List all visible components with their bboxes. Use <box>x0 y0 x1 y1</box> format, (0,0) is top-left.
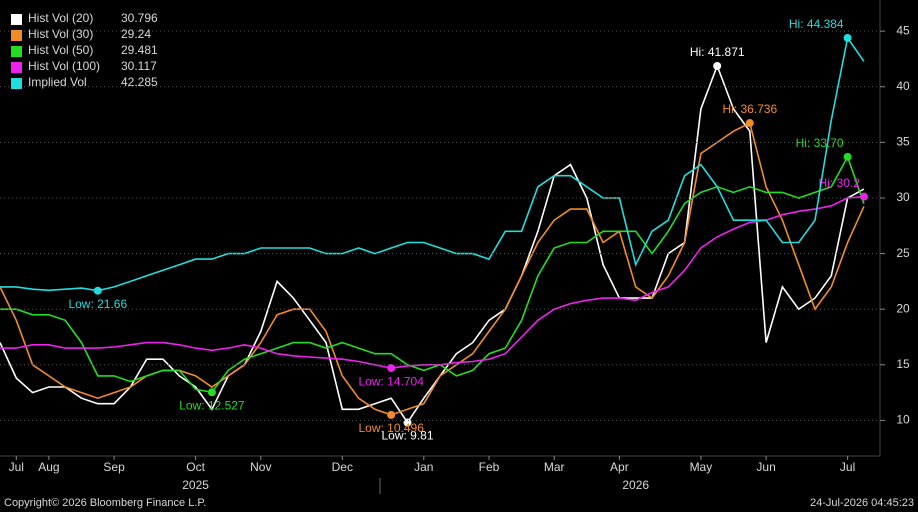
high-label: Hi: 36.736 <box>722 102 777 116</box>
x-tick-label: Aug <box>38 460 59 474</box>
extreme-marker <box>843 152 852 161</box>
extreme-marker <box>387 410 396 419</box>
legend-value: 29.24 <box>121 27 151 41</box>
plot-area: Hi: 41.871 Low: 9.81 Hi: 36.736 Low: 10.496… <box>0 17 868 443</box>
y-tick-label: 30 <box>896 190 910 204</box>
high-label: Hi: 33.70 <box>796 136 844 150</box>
legend-label: Hist Vol (20) <box>28 11 93 25</box>
high-label: Hi: 44.384 <box>789 17 844 31</box>
extreme-marker <box>745 119 754 128</box>
x-tick-label: Nov <box>250 460 271 474</box>
x-tick-label: Mar <box>544 460 565 474</box>
year-label: 2026 <box>622 478 649 492</box>
x-tick-label: Feb <box>479 460 500 474</box>
x-tick-label: Sep <box>103 460 125 474</box>
legend-value: 29.481 <box>121 43 158 57</box>
legend-label: Implied Vol <box>28 75 87 89</box>
legend-swatch <box>11 62 22 73</box>
extreme-marker <box>207 388 216 397</box>
y-tick-label: 45 <box>896 23 910 37</box>
legend-value: 30.117 <box>121 59 157 73</box>
x-tick-label: Jun <box>756 460 775 474</box>
y-tick-label: 35 <box>896 135 910 149</box>
x-tick-label: Jul <box>840 460 855 474</box>
low-label: Low: 12.527 <box>179 398 245 412</box>
low-label: Low: 9.81 <box>381 429 433 443</box>
high-label: Hi: 41.871 <box>690 45 745 59</box>
series-line <box>0 154 865 394</box>
copyright: Copyright© 2026 Bloomberg Finance L.P. <box>4 497 206 509</box>
series-line <box>0 36 865 292</box>
legend-swatch <box>11 46 22 57</box>
y-tick-label: 20 <box>896 301 910 315</box>
extreme-marker <box>403 418 412 427</box>
x-tick-label: Jul <box>9 460 24 474</box>
legend-value: 30.796 <box>121 11 158 25</box>
legend-swatch <box>11 30 22 41</box>
legend-label: Hist Vol (30) <box>28 27 93 41</box>
y-tick-label: 15 <box>896 357 910 371</box>
legend-label: Hist Vol (50) <box>28 43 93 57</box>
low-label: Low: 10.496 <box>359 421 425 435</box>
extreme-marker <box>713 61 722 70</box>
timestamp: 24-Jul-2026 04:45:23 <box>810 497 914 509</box>
extreme-marker <box>843 33 852 42</box>
extreme-marker <box>387 364 396 373</box>
y-tick-label: 25 <box>896 246 910 260</box>
y-tick-label: 40 <box>896 79 910 93</box>
x-tick-label: May <box>690 460 713 474</box>
x-tick-label: Dec <box>332 460 353 474</box>
series-line <box>0 63 865 424</box>
legend-swatch <box>11 14 22 25</box>
low-label: Low: 14.704 <box>359 374 425 388</box>
year-label: 2025 <box>182 478 209 492</box>
low-label: Low: 21.66 <box>68 297 127 311</box>
y-tick-label: 10 <box>896 413 910 427</box>
x-tick-label: Oct <box>186 460 205 474</box>
series-line <box>0 121 865 416</box>
x-tick-label: Jan <box>414 460 433 474</box>
extreme-marker <box>859 192 868 201</box>
legend-label: Hist Vol (100) <box>28 59 100 73</box>
x-tick-label: Apr <box>610 460 629 474</box>
series-line <box>0 195 864 369</box>
legend-swatch <box>11 78 22 89</box>
extreme-marker <box>93 286 102 295</box>
legend-value: 42.285 <box>121 75 158 89</box>
high-label: Hi: 30.2 <box>819 176 861 190</box>
